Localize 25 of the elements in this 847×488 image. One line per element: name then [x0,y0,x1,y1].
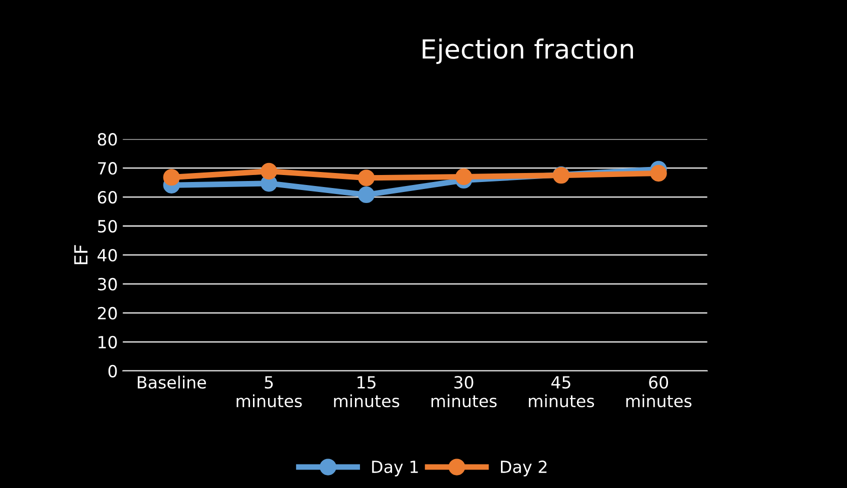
y-tick-label: 40 [98,248,117,262]
x-tick-label: 5 minutes [236,376,302,408]
y-tick-label: 30 [98,278,117,291]
point [163,168,180,186]
x-tick-label: 15 minutes [334,376,400,408]
point [650,164,667,182]
y-tick-label: 0 [108,364,117,378]
y-tick-label: 50 [98,220,117,233]
chart-title: Ejection fraction [422,38,633,64]
point [260,162,278,180]
x-tick-label: 30 minutes [432,376,497,408]
point [358,170,375,186]
legend-label: Day 2 [500,460,546,476]
point [455,168,472,186]
y-tick-label: 10 [98,336,117,348]
x-tick-label: 45 minutes [528,376,594,408]
y-tick-label: 60 [98,190,117,204]
y-tick-label: 20 [98,306,117,320]
point [358,186,375,204]
legend-label: Day 1 [372,460,418,476]
y-axis-title: EF [74,245,88,264]
x-tick-label: 60 minutes [626,376,692,408]
y-tick-label: 80 [98,133,117,146]
y-tick-label: 70 [98,162,117,175]
x-tick-label: Baseline [138,376,206,389]
